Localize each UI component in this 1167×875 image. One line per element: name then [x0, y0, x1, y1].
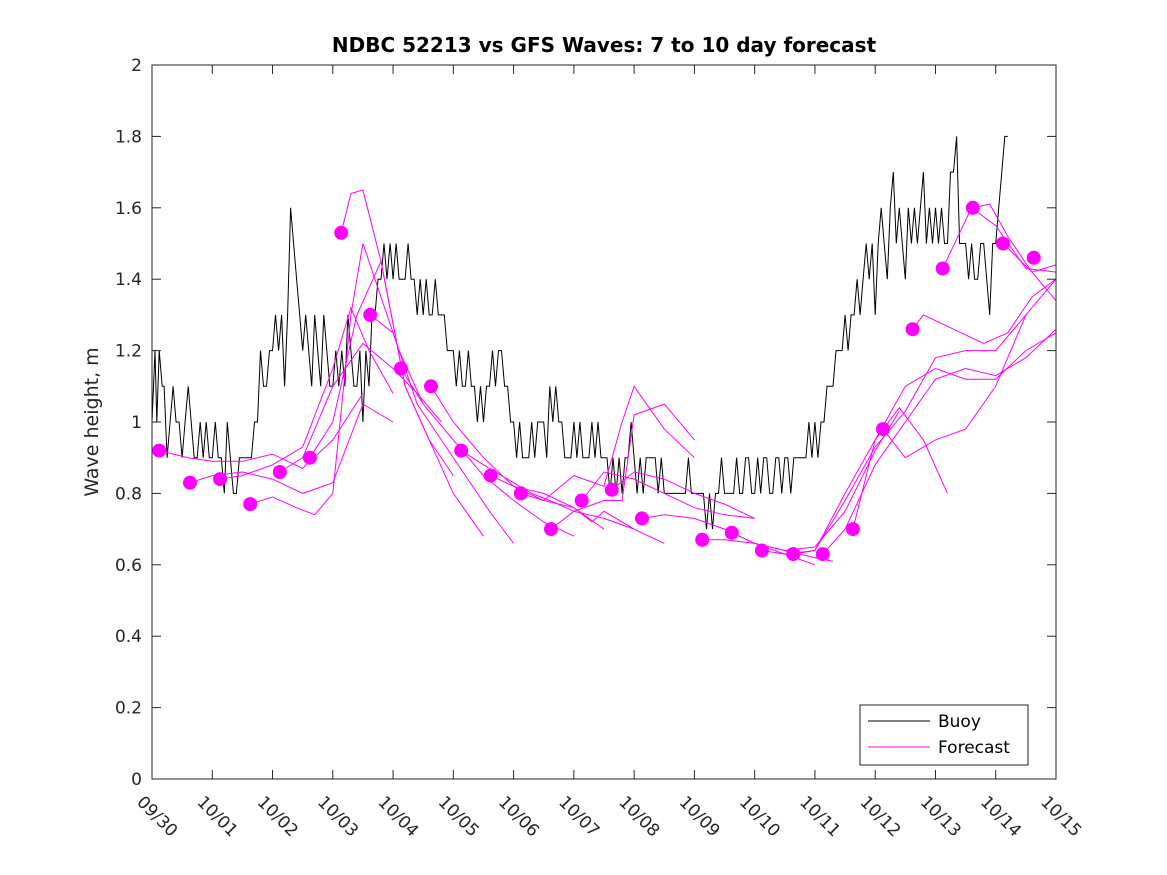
forecast-line: [550, 403, 695, 530]
forecast-line: [882, 278, 1057, 459]
y-tick-label: 1.2: [115, 342, 142, 362]
forecast-marker: [574, 493, 589, 508]
forecast-line: [250, 243, 424, 516]
forecast-marker: [724, 525, 739, 540]
y-tick-label: 1.4: [115, 270, 142, 290]
forecast-line: [279, 342, 442, 473]
legend-label-forecast: Forecast: [938, 738, 1010, 758]
forecast-line: [942, 207, 1057, 273]
forecast-marker: [272, 465, 287, 479]
y-tick-label: 0.8: [115, 484, 142, 504]
buoy-line: [151, 135, 1008, 530]
forecast-marker: [363, 307, 378, 322]
y-tick-label: 1.6: [115, 199, 142, 219]
forecast-marker: [965, 200, 980, 215]
y-tick-label: 1.8: [115, 127, 142, 147]
forecast-marker: [996, 236, 1010, 251]
forecast-marker: [393, 361, 408, 376]
y-tick-label: 2: [131, 56, 142, 76]
forecast-marker: [334, 225, 349, 240]
forecast-marker: [876, 422, 890, 437]
forecast-marker: [754, 543, 769, 558]
forecast-marker: [815, 547, 830, 562]
forecast-line: [220, 306, 394, 480]
forecast-line: [159, 393, 364, 469]
y-tick-label: 1: [131, 413, 142, 433]
forecast-marker: [604, 482, 619, 497]
y-axis-label: Wave height, m: [81, 347, 103, 496]
forecast-marker: [243, 497, 258, 512]
legend-box: [859, 704, 1029, 766]
forecast-line: [731, 411, 900, 552]
forecast-line: [581, 471, 755, 519]
forecast-marker: [183, 475, 197, 490]
forecast-marker: [695, 532, 710, 547]
forecast-marker: [213, 472, 228, 487]
y-tick-label: 0.6: [115, 556, 142, 576]
plot-area: [152, 65, 1056, 779]
forecast-line: [793, 314, 1027, 555]
forecast-marker: [544, 522, 558, 537]
forecast-line: [340, 189, 484, 537]
forecast-line: [400, 368, 575, 537]
forecast-line: [822, 328, 1057, 555]
legend: Buoy Forecast: [859, 704, 1029, 766]
forecast-marker: [905, 322, 920, 337]
forecast-line: [520, 385, 695, 502]
forecast-marker: [635, 511, 649, 526]
y-tick-label: 0: [131, 770, 142, 790]
legend-label-buoy: Buoy: [938, 712, 981, 732]
y-tick-label: 0.2: [115, 699, 142, 719]
y-axis: 0 0.2 0.4 0.6 0.8 1 1.2 1.4 1.6 1.8 2: [115, 56, 1056, 790]
chart-title: NDBC 52213 vs GFS Waves: 7 to 10 day for…: [332, 33, 877, 57]
forecast-line: [460, 450, 635, 530]
forecast-marker: [302, 450, 317, 465]
forecast-marker: [152, 443, 167, 458]
forecast-marker: [845, 522, 860, 537]
forecast-line: [369, 314, 514, 544]
y-tick-label: 0.4: [115, 627, 142, 647]
forecast-line: [1002, 243, 1057, 273]
forecast-marker: [483, 468, 498, 483]
forecast-marker: [513, 486, 528, 501]
forecast-line: [912, 278, 1057, 345]
forecast-marker: [786, 547, 801, 562]
forecast-marker: [935, 261, 950, 276]
forecast-marker: [454, 443, 469, 458]
marker-layer: [152, 200, 1041, 562]
forecast-line: [972, 203, 1057, 301]
forecast-marker: [1026, 250, 1041, 265]
forecast-line: [611, 471, 755, 519]
forecast-marker: [424, 379, 438, 394]
